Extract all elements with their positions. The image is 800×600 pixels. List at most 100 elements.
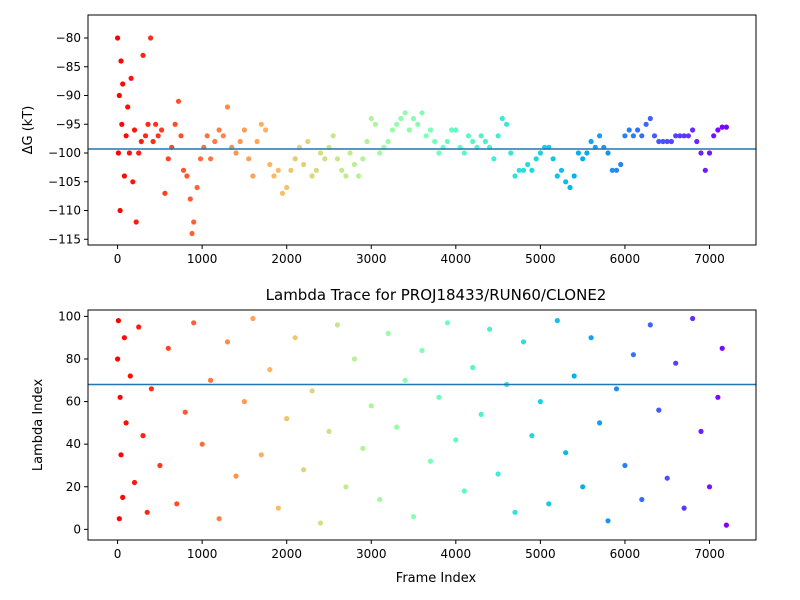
top-data-point xyxy=(138,138,144,145)
top-data-point xyxy=(119,121,125,127)
bottom-x-tick-label: 5000 xyxy=(525,547,556,561)
top-data-point xyxy=(356,173,362,179)
bottom-data-point xyxy=(165,345,171,351)
bottom-x-ticks: 0 1000 2000 3000 4000 5000 6000 7000 xyxy=(114,540,725,561)
top-data-point xyxy=(254,138,260,145)
top-data-point xyxy=(516,167,522,173)
top-data-point xyxy=(597,133,603,139)
top-data-point xyxy=(698,150,704,156)
bottom-data-point xyxy=(250,315,256,322)
top-data-point xyxy=(647,115,653,122)
top-data-point xyxy=(660,138,666,145)
bottom-y-axis-label: Lambda Index xyxy=(31,379,46,472)
top-x-tick-label: 0 xyxy=(114,252,122,266)
bottom-data-point xyxy=(453,437,459,443)
bottom-data-point xyxy=(664,475,670,481)
top-data-point xyxy=(334,156,340,162)
bottom-data-point xyxy=(199,441,205,447)
top-data-point xyxy=(436,150,442,156)
top-data-point xyxy=(537,150,544,156)
bottom-data-point xyxy=(706,484,713,490)
top-y-tick-label: −110 xyxy=(48,204,81,218)
bottom-x-tick-label: 0 xyxy=(114,547,122,561)
top-data-point xyxy=(533,156,539,162)
top-data-point xyxy=(216,127,222,133)
top-data-point xyxy=(271,173,277,179)
bottom-data-point xyxy=(410,514,417,520)
top-data-point xyxy=(584,150,590,156)
top-data-point xyxy=(246,156,252,162)
bottom-data-point xyxy=(182,409,188,415)
top-data-point xyxy=(558,167,565,173)
bottom-axes-frame xyxy=(87,309,757,541)
top-data-point xyxy=(719,124,725,130)
bottom-data-point xyxy=(478,411,484,417)
top-data-point xyxy=(571,173,577,179)
top-data-point xyxy=(508,150,514,156)
top-data-point xyxy=(212,138,218,145)
bottom-data-point xyxy=(116,516,122,522)
top-data-point xyxy=(377,150,383,156)
top-y-tick-label: −95 xyxy=(56,117,81,131)
top-data-point xyxy=(668,138,675,145)
top-data-point xyxy=(142,133,149,139)
top-data-point xyxy=(449,127,455,133)
top-data-point xyxy=(504,121,510,127)
top-data-point xyxy=(656,138,662,145)
top-data-point xyxy=(723,124,730,130)
top-data-point xyxy=(554,173,560,179)
bottom-data-point xyxy=(136,324,142,330)
bottom-data-point xyxy=(275,505,281,511)
top-data-point xyxy=(690,127,696,133)
top-data-point xyxy=(140,52,146,58)
bottom-data-point xyxy=(402,377,408,383)
top-data-point xyxy=(288,167,294,173)
top-data-point xyxy=(180,167,187,173)
top-data-point xyxy=(197,156,204,162)
top-data-point xyxy=(194,184,200,191)
top-data-point xyxy=(116,92,122,99)
top-x-tick-label: 4000 xyxy=(441,252,472,266)
bottom-data-point xyxy=(115,318,121,324)
top-data-point xyxy=(136,150,142,156)
bottom-data-point xyxy=(529,433,535,439)
bottom-data-point xyxy=(123,420,129,426)
top-scatter-points xyxy=(115,35,730,237)
bottom-y-tick-label: 0 xyxy=(73,522,81,536)
top-data-point xyxy=(178,133,184,139)
top-data-point xyxy=(643,121,649,127)
bottom-data-point xyxy=(241,399,247,405)
top-x-tick-label: 2000 xyxy=(271,252,302,266)
bottom-data-point xyxy=(715,394,721,400)
top-y-ticks: −115 −110 −105 −100 −95 −90 −85 −80 xyxy=(48,31,88,246)
bottom-data-point xyxy=(520,339,527,345)
top-data-point xyxy=(187,196,193,202)
top-data-point xyxy=(258,121,264,127)
bottom-data-point xyxy=(144,509,150,515)
top-data-point xyxy=(155,133,161,139)
bottom-data-point xyxy=(647,322,653,328)
top-data-point xyxy=(125,104,131,110)
top-data-point xyxy=(131,127,138,133)
top-data-point xyxy=(184,173,190,179)
top-data-point xyxy=(115,35,121,41)
bottom-data-point xyxy=(127,373,133,379)
bottom-data-point xyxy=(334,322,340,328)
top-data-point xyxy=(330,133,336,139)
bottom-data-point xyxy=(191,320,197,326)
bottom-data-point xyxy=(317,520,324,526)
top-data-point xyxy=(389,127,395,133)
bottom-data-point xyxy=(681,505,687,511)
bottom-scatter-points xyxy=(115,315,730,528)
bottom-data-point xyxy=(140,433,146,439)
top-data-point xyxy=(478,133,484,139)
top-panel: 0 1000 2000 3000 4000 5000 6000 7000 −115−110−1… xyxy=(21,14,757,266)
bottom-chart-title: Lambda Trace for PROJ18433/RUN60/CLONE2 xyxy=(266,286,607,304)
bottom-data-point xyxy=(613,386,620,392)
bottom-data-point xyxy=(597,420,603,426)
top-data-point xyxy=(275,167,281,173)
bottom-data-point xyxy=(622,462,628,469)
top-data-point xyxy=(630,133,637,139)
bottom-data-point xyxy=(208,377,214,383)
bottom-data-point xyxy=(723,522,730,528)
